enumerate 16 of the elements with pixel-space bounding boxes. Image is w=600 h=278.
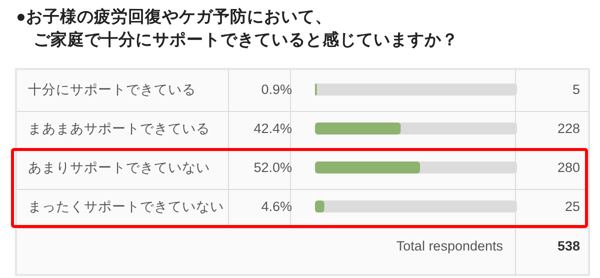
text: Total respondents [396,238,504,254]
text: 25 [564,199,580,214]
data-label: 4.6% [261,199,292,214]
text: 280 [557,160,580,175]
data-label: 0.9% [261,82,292,97]
y-tick-label: まったくサポートできていない [28,199,224,214]
text: ●お子様の疲労回復やケガ予防において、 [16,8,332,26]
data-label: 42.4% [254,121,292,136]
text: 538 [557,238,580,254]
data-label: 52.0% [254,160,292,175]
chart-subtitle: ご家庭で十分にサポートできていると感じていますか？ [33,31,458,49]
text: 228 [557,121,580,136]
y-tick-label: まあまあサポートできている [28,121,210,136]
y-tick-label: あまりサポートできていない [28,160,210,175]
y-tick-label: 十分にサポートできている [28,82,196,97]
text: 5 [572,82,580,97]
